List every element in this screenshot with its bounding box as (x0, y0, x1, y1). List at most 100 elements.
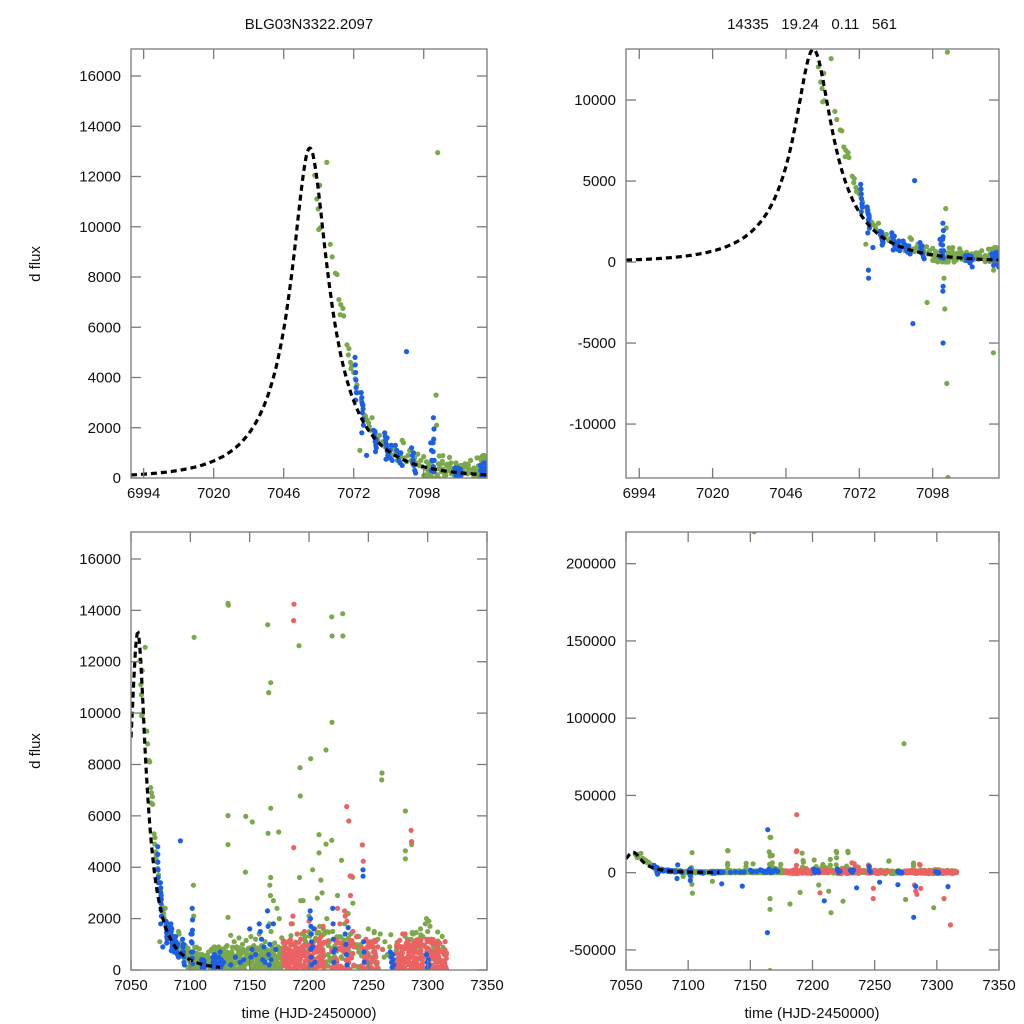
data-point-green (325, 963, 331, 969)
data-point-blue (258, 936, 265, 942)
data-point-green (680, 873, 686, 880)
data-point-blue (765, 827, 771, 833)
data-point-blue (675, 862, 681, 868)
data-point-green (435, 971, 440, 976)
data-point-red (408, 827, 414, 833)
panel-top-left: 6994 7020 7046 7072 7098 0 2000 4000 6000 8000 100… (79, 48, 488, 502)
data-point-green (468, 457, 474, 463)
data-point-red (342, 908, 348, 914)
data-point-blue (673, 869, 679, 875)
y-tick-label: 16000 (79, 68, 121, 85)
data-point-red (793, 862, 800, 868)
data-point-red (402, 967, 408, 970)
data-point-blue (866, 864, 872, 870)
data-point-blue (308, 954, 314, 960)
data-point-green (268, 928, 274, 935)
data-point-blue (175, 941, 181, 947)
y-tick-label: 10000 (79, 705, 121, 722)
data-point-green (689, 850, 695, 856)
data-point-green (845, 850, 851, 856)
data-point-red (875, 868, 881, 874)
data-point-green (418, 457, 424, 463)
data-point-green (338, 857, 345, 863)
data-point-green (839, 128, 845, 134)
data-point-blue (361, 949, 367, 955)
data-point-green (267, 882, 273, 888)
data-point-blue (155, 859, 161, 865)
data-point-red (924, 869, 930, 875)
data-point-red (317, 954, 323, 960)
data-point-green (249, 965, 255, 970)
data-point-red (440, 949, 446, 955)
y-tick-label: 100000 (566, 710, 616, 727)
data-point-green (236, 935, 242, 941)
data-point-red (394, 941, 400, 947)
data-point-green (434, 472, 440, 478)
data-point-green (268, 874, 274, 881)
data-point-red (794, 812, 800, 818)
data-point-green (235, 946, 241, 952)
data-point-green (243, 813, 249, 820)
data-point-blue (854, 885, 860, 891)
data-point-red (804, 869, 810, 875)
data-point-red (374, 959, 380, 965)
data-point-red (396, 962, 402, 968)
y-tick-label: 6000 (88, 808, 121, 825)
data-point-red (409, 839, 415, 845)
data-point-red (294, 931, 300, 937)
data-point-green (989, 246, 995, 252)
data-point-blue (188, 939, 194, 945)
data-point-green (422, 921, 428, 927)
data-point-green (939, 259, 946, 265)
y-tick-label: 16000 (79, 551, 121, 568)
panel-top-right: 6994 7020 7046 7072 7098 -10000 -5000 0 5000 1000… (569, 48, 1000, 502)
data-point-green (242, 869, 248, 875)
data-point-green (225, 602, 231, 608)
data-point-blue (273, 946, 279, 953)
y-tick-label: 4000 (88, 370, 121, 387)
data-point-green (148, 790, 154, 796)
data-point-blue (257, 928, 263, 935)
data-point-blue (266, 962, 272, 968)
data-point-blue (859, 196, 865, 202)
data-point-green (314, 895, 320, 901)
data-point-green (975, 252, 982, 258)
data-point-blue (392, 970, 397, 975)
data-point-green (296, 643, 302, 649)
x-tick-label: 7050 (609, 977, 642, 994)
data-point-blue (940, 340, 946, 346)
data-point-blue (175, 954, 182, 960)
data-point-green (423, 472, 429, 478)
data-point-blue (865, 230, 871, 236)
data-point-green (162, 905, 168, 911)
data-point-green (326, 929, 332, 935)
data-point-green (389, 976, 394, 981)
data-point-green (402, 856, 408, 862)
data-point-green (434, 422, 440, 428)
x-tick-label: 7300 (411, 977, 444, 994)
data-point-blue (256, 921, 262, 927)
data-point-red (337, 940, 343, 946)
data-point-blue (870, 244, 876, 251)
data-point-green (834, 855, 840, 861)
data-point-green (946, 245, 952, 251)
data-point-red (887, 868, 893, 875)
data-point-green (427, 923, 433, 929)
data-point-blue (360, 867, 366, 873)
y-axis-label-top: d flux (27, 246, 44, 282)
data-points (632, 532, 960, 970)
data-point-green (324, 159, 330, 165)
data-point-blue (168, 921, 174, 927)
data-point-red (790, 868, 797, 875)
data-point-green (272, 940, 278, 946)
data-point-red (316, 937, 322, 943)
data-point-blue (342, 931, 348, 937)
data-point-blue (481, 460, 487, 466)
data-point-red (364, 944, 370, 950)
data-point-red (301, 952, 307, 959)
data-point-green (210, 947, 216, 953)
data-point-blue (155, 874, 161, 881)
data-point-green (350, 900, 356, 906)
data-point-red (320, 923, 326, 929)
plot-frame (625, 48, 1000, 479)
